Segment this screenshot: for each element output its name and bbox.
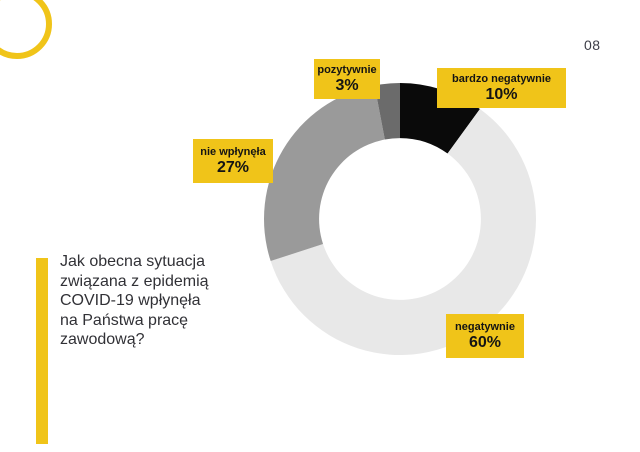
donut-segment-negatywnie [270, 108, 536, 355]
question-line: na Państwa pracę [60, 311, 189, 329]
question-accent-bar [36, 258, 48, 444]
callout-label: bardzo negatywnie [451, 73, 552, 85]
callout-value: 3% [335, 77, 359, 94]
callout-label: pozytywnie [317, 64, 377, 76]
decor-ring-icon [0, 0, 52, 59]
callout-label: nie wpłynęła [200, 146, 266, 158]
question-line: Jak obecna sytuacja [60, 253, 205, 270]
chart-callout-bardzo-negatywnie: bardzo negatywnie 10% [437, 68, 566, 108]
callout-label: negatywnie [455, 321, 515, 333]
donut-segment-pozytywnie [374, 83, 400, 140]
callout-value: 60% [468, 334, 502, 351]
question-text: Jak obecna sytuacja związana z epidemią … [60, 252, 260, 350]
chart-callout-pozytywnie: pozytywnie 3% [314, 59, 380, 99]
question-line: zawodową? [60, 331, 145, 348]
callout-value: 10% [485, 86, 518, 103]
page-number: 08 [584, 37, 601, 53]
question-line: COVID-19 wpłynęła [60, 292, 201, 309]
question-line: związana z epidemią [60, 272, 209, 290]
chart-callout-negatywnie: negatywnie 60% [446, 314, 524, 358]
callout-value: 27% [216, 159, 250, 176]
chart-callout-nie-wplynela: nie wpłynęła 27% [193, 139, 273, 183]
donut-segment-nie-wpłynęła [264, 85, 385, 262]
